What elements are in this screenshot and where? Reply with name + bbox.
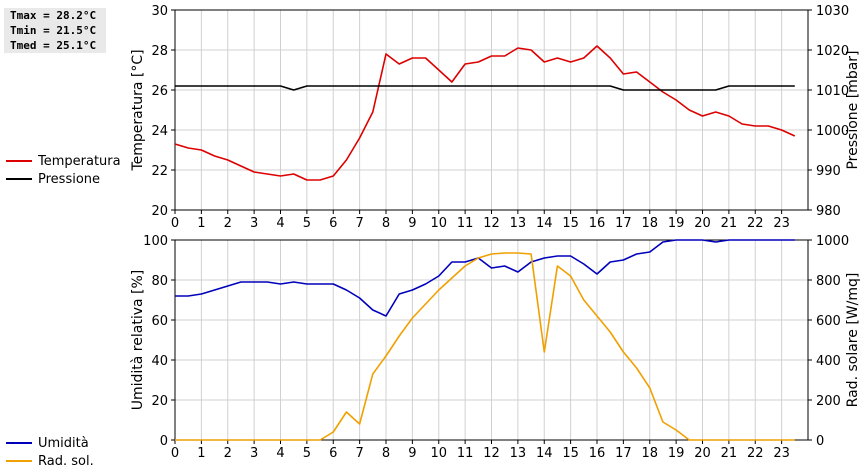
y-right-tick-label: 1020 [816, 44, 849, 59]
y-right-tick-label: 1000 [816, 124, 849, 139]
x-tick-label: 2 [224, 446, 232, 460]
x-tick-label: 1 [197, 446, 205, 460]
legend-item-temperatura: Temperatura [6, 152, 121, 170]
x-tick-label: 12 [483, 216, 500, 231]
x-tick-label: 14 [536, 446, 553, 460]
y-right-tick-label: 990 [816, 164, 841, 179]
series-line-temperatura [174, 45, 796, 181]
x-tick-label: 23 [773, 446, 790, 460]
legend-item-umidita: Umidità [6, 434, 94, 452]
series-line-pressione [175, 85, 795, 91]
y-axis-label: Temperatura [°C] [130, 49, 146, 171]
x-tick-label: 18 [641, 446, 658, 460]
x-tick-label: 8 [382, 216, 390, 231]
x-tick-label: 17 [615, 446, 632, 460]
legend-swatch-umidita [6, 442, 32, 444]
charts-svg: 0 1 2 3 4 5 6 7 8 9 10 11 12 13 14 15 16 17 18 19 20 21 22 2320… [130, 4, 860, 460]
weather-charts: Tmax = 28.2°C Tmin = 21.5°C Tmed = 25.1°… [4, 4, 860, 469]
y-right-tick-label: 1030 [816, 4, 849, 19]
x-tick-label: 6 [329, 446, 337, 460]
series-line-umidit [175, 239, 795, 317]
stat-tmin: Tmin = 21.5°C [10, 24, 97, 37]
x-tick-label: 19 [668, 216, 685, 231]
x-tick-label: 16 [589, 216, 606, 231]
y-right-tick-label: 980 [816, 204, 841, 219]
x-tick-label: 9 [408, 446, 416, 460]
x-tick-label: 3 [250, 216, 258, 231]
y-tick-label: 40 [151, 354, 168, 369]
legend-label-pressione: Pressione [38, 171, 101, 187]
x-tick-label: 13 [510, 216, 527, 231]
y-right-tick-label: 1010 [816, 84, 849, 99]
x-tick-label: 15 [562, 216, 579, 231]
x-tick-label: 13 [510, 446, 527, 460]
x-tick-label: 4 [276, 216, 284, 231]
x-tick-label: 23 [773, 216, 790, 231]
chart-1 [171, 239, 812, 444]
y-right-tick-label: 1000 [816, 234, 849, 249]
y-tick-label: 20 [151, 204, 168, 219]
y-tick-label: 20 [151, 394, 168, 409]
x-tick-label: 16 [589, 446, 606, 460]
y-tick-label: 100 [143, 234, 168, 249]
x-tick-label: 4 [276, 446, 284, 460]
x-tick-label: 21 [721, 446, 738, 460]
x-tick-label: 9 [408, 216, 416, 231]
x-tick-label: 7 [355, 446, 363, 460]
x-tick-label: 5 [303, 446, 311, 460]
x-tick-label: 3 [250, 446, 258, 460]
x-tick-label: 19 [668, 446, 685, 460]
y-tick-label: 30 [151, 4, 168, 19]
x-tick-label: 17 [615, 216, 632, 231]
chart-0 [171, 9, 812, 214]
y-right-tick-label: 600 [816, 314, 841, 329]
y-tick-label: 24 [151, 124, 168, 139]
stats-box: Tmax = 28.2°C Tmin = 21.5°C Tmed = 25.1°… [4, 8, 106, 53]
y-right-tick-label: 800 [816, 274, 841, 289]
x-tick-label: 6 [329, 216, 337, 231]
y-right-tick-label: 400 [816, 354, 841, 369]
y-tick-label: 28 [151, 44, 168, 59]
legend-swatch-pressione [6, 178, 32, 180]
x-tick-label: 7 [355, 216, 363, 231]
x-tick-label: 20 [694, 446, 711, 460]
x-tick-label: 12 [483, 446, 500, 460]
series-line-rad-sol [175, 252, 795, 441]
x-tick-label: 20 [694, 216, 711, 231]
stat-tmed: Tmed = 25.1°C [10, 39, 97, 52]
y-tick-label: 80 [151, 274, 168, 289]
y-right-axis-label: Rad. solare [W/mq] [845, 273, 860, 408]
legend-label-temperatura: Temperatura [38, 153, 121, 169]
legend-swatch-radsol [6, 460, 32, 462]
x-tick-label: 11 [457, 446, 474, 460]
x-tick-label: 21 [721, 216, 738, 231]
y-axis-label: Umidità relativa [%] [130, 270, 146, 411]
y-tick-label: 22 [151, 164, 168, 179]
y-tick-label: 60 [151, 314, 168, 329]
stat-tmax: Tmax = 28.2°C [10, 9, 97, 22]
legend-top: Temperatura Pressione [6, 152, 121, 188]
legend-swatch-temperatura [6, 160, 32, 162]
x-tick-label: 15 [562, 446, 579, 460]
y-tick-label: 0 [160, 434, 168, 449]
x-tick-label: 22 [747, 446, 764, 460]
x-tick-label: 14 [536, 216, 553, 231]
y-right-tick-label: 0 [816, 434, 824, 449]
legend-item-pressione: Pressione [6, 170, 121, 188]
x-tick-label: 0 [171, 446, 179, 460]
legend-label-umidita: Umidità [38, 435, 89, 451]
x-tick-label: 2 [224, 216, 232, 231]
y-right-axis-label: Pressione [mbar] [845, 50, 860, 169]
y-right-tick-label: 200 [816, 394, 841, 409]
x-tick-label: 10 [430, 446, 447, 460]
x-tick-label: 18 [641, 216, 658, 231]
x-tick-label: 1 [197, 216, 205, 231]
x-tick-label: 22 [747, 216, 764, 231]
x-tick-label: 5 [303, 216, 311, 231]
x-tick-label: 0 [171, 216, 179, 231]
x-tick-label: 8 [382, 446, 390, 460]
x-tick-label: 11 [457, 216, 474, 231]
y-tick-label: 26 [151, 84, 168, 99]
x-tick-label: 10 [430, 216, 447, 231]
